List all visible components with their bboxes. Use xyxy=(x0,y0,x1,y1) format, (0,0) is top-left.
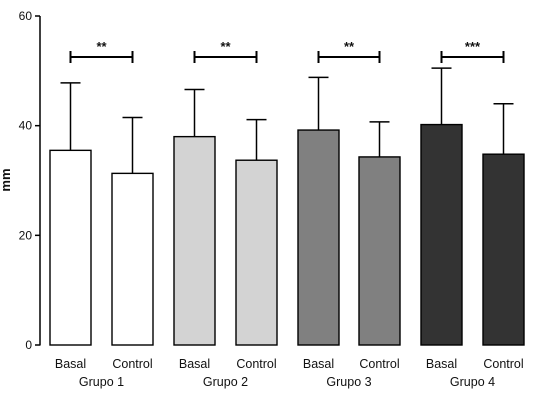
category-label: Basal xyxy=(426,357,457,371)
y-axis: 0 20 40 60 xyxy=(19,9,41,352)
bar-grupo-3-basal xyxy=(297,129,340,346)
y-tick-label: 40 xyxy=(19,119,33,133)
bar-grupo-2-basal xyxy=(173,135,216,346)
significance-label: ** xyxy=(96,39,107,54)
category-labels: Basal Control Grupo 1 Basal Control Grupo 2 Ba… xyxy=(55,357,524,389)
bar-grupo-3-control xyxy=(358,156,401,346)
category-label: Basal xyxy=(55,357,86,371)
category-label: Basal xyxy=(303,357,334,371)
significance-brackets: ** ** ** *** xyxy=(69,39,505,63)
y-tick-label: 20 xyxy=(19,228,33,242)
group-label: Grupo 1 xyxy=(79,375,124,389)
category-label: Control xyxy=(112,357,152,371)
y-tick-label: 0 xyxy=(25,338,32,352)
group-label: Grupo 2 xyxy=(203,375,248,389)
significance-label: *** xyxy=(465,39,481,54)
category-label: Basal xyxy=(179,357,210,371)
group-label: Grupo 4 xyxy=(450,375,495,389)
bar-grupo-4-basal xyxy=(420,123,463,346)
bar-grupo-4-control xyxy=(482,153,525,346)
group-label: Grupo 3 xyxy=(326,375,371,389)
category-label: Control xyxy=(236,357,276,371)
y-tick-label: 60 xyxy=(19,9,33,23)
category-label: Control xyxy=(359,357,399,371)
bars xyxy=(49,123,525,346)
category-label: Control xyxy=(483,357,523,371)
error-bars xyxy=(60,67,514,174)
bar-grupo-1-control xyxy=(111,172,154,346)
bar-grupo-1-basal xyxy=(49,149,92,346)
significance-label: ** xyxy=(344,39,355,54)
bar-grupo-2-control xyxy=(235,159,278,346)
significance-label: ** xyxy=(220,39,231,54)
y-axis-title: mm xyxy=(0,168,13,191)
